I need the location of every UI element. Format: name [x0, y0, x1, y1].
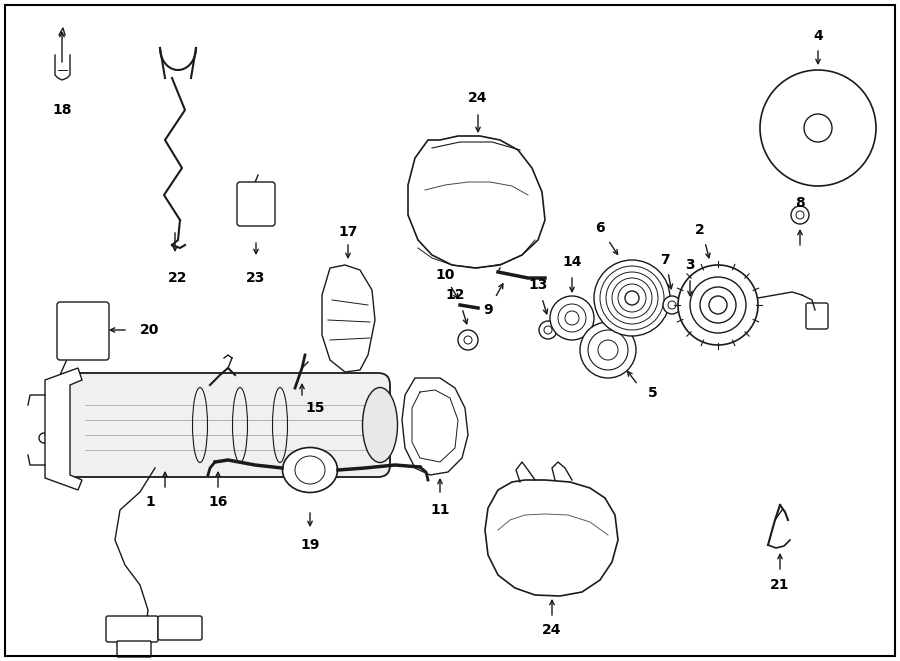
Circle shape	[791, 206, 809, 224]
Text: 7: 7	[661, 253, 670, 267]
Text: 3: 3	[685, 258, 695, 272]
Text: 23: 23	[247, 271, 266, 285]
Text: 11: 11	[430, 503, 450, 517]
Text: 16: 16	[208, 495, 228, 509]
Text: 17: 17	[338, 225, 357, 239]
Circle shape	[681, 303, 699, 321]
Circle shape	[760, 70, 876, 186]
FancyBboxPatch shape	[57, 302, 109, 360]
Text: 24: 24	[542, 623, 562, 637]
Text: 8: 8	[795, 196, 805, 210]
Text: 24: 24	[468, 91, 488, 105]
FancyBboxPatch shape	[158, 616, 202, 640]
FancyBboxPatch shape	[237, 182, 275, 226]
Ellipse shape	[471, 205, 485, 215]
Circle shape	[550, 296, 594, 340]
Circle shape	[663, 296, 681, 314]
Polygon shape	[402, 378, 468, 475]
Text: 2: 2	[695, 223, 705, 237]
FancyBboxPatch shape	[806, 303, 828, 329]
Circle shape	[539, 321, 557, 339]
Circle shape	[594, 260, 670, 336]
FancyBboxPatch shape	[117, 641, 151, 657]
Text: 1: 1	[145, 495, 155, 509]
Ellipse shape	[363, 387, 398, 463]
Circle shape	[458, 330, 478, 350]
Text: 13: 13	[528, 278, 548, 292]
Ellipse shape	[283, 447, 338, 492]
Polygon shape	[485, 480, 618, 596]
Circle shape	[580, 322, 636, 378]
Circle shape	[804, 114, 832, 142]
Text: 18: 18	[52, 103, 72, 117]
Text: 4: 4	[813, 29, 823, 43]
Text: 14: 14	[562, 255, 581, 269]
Text: 5: 5	[648, 386, 658, 400]
FancyBboxPatch shape	[56, 373, 390, 477]
FancyBboxPatch shape	[106, 616, 158, 642]
Text: 22: 22	[168, 271, 188, 285]
Polygon shape	[408, 136, 545, 268]
Text: 12: 12	[446, 288, 464, 302]
Circle shape	[625, 291, 639, 305]
Text: 10: 10	[436, 268, 454, 282]
Circle shape	[700, 287, 736, 323]
Text: 6: 6	[595, 221, 605, 235]
Polygon shape	[322, 265, 375, 372]
Text: 19: 19	[301, 538, 320, 552]
Bar	[65, 312, 97, 350]
Circle shape	[678, 265, 758, 345]
Text: 15: 15	[305, 401, 325, 415]
Polygon shape	[45, 368, 82, 490]
Text: 21: 21	[770, 578, 790, 592]
Text: 9: 9	[483, 303, 493, 317]
Text: 20: 20	[140, 323, 159, 337]
